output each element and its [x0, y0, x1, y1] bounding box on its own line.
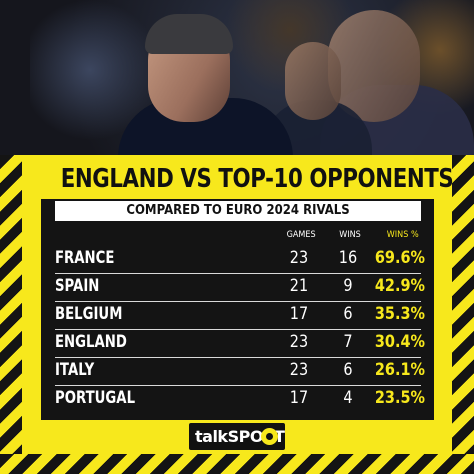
table-row: ENGLAND 23 7 30.4% — [55, 329, 425, 358]
games-value: 17 — [289, 388, 309, 408]
subtitle-bar: COMPARED TO EURO 2024 RIVALS — [55, 201, 421, 221]
table-row: BELGIUM 17 6 35.3% — [55, 301, 425, 330]
table-row: SPAIN 21 9 42.9% — [55, 273, 425, 302]
team-name: PORTUGAL — [55, 388, 136, 408]
wins-value: 7 — [343, 332, 353, 352]
talksport-logo: talkSPORT — [189, 423, 285, 450]
table-row: FRANCE 23 16 69.6% — [55, 245, 425, 274]
column-header-games: GAMES — [286, 230, 316, 240]
wins-value: 6 — [343, 360, 353, 380]
football-icon — [261, 428, 278, 445]
logo-text-talk: talk — [195, 427, 228, 446]
wins-value: 4 — [343, 388, 353, 408]
stats-panel — [41, 199, 434, 420]
games-value: 23 — [289, 248, 309, 268]
hazard-stripes-right — [452, 155, 474, 474]
table-row: ITALY 23 6 26.1% — [55, 357, 425, 386]
column-header-wins: WINS — [339, 230, 361, 240]
wins-value: 9 — [343, 276, 353, 296]
subtitle: COMPARED TO EURO 2024 RIVALS — [126, 203, 350, 218]
manager-hair — [145, 14, 233, 54]
wins-pct-value: 35.3% — [374, 304, 425, 324]
wins-pct-value: 26.1% — [374, 360, 425, 380]
hazard-stripes-bottom — [0, 454, 474, 474]
wins-pct-value: 23.5% — [374, 388, 425, 408]
team-name: BELGIUM — [55, 304, 123, 324]
column-header-wins-pct: WINS % — [386, 230, 419, 240]
games-value: 23 — [289, 332, 309, 352]
team-name: ENGLAND — [55, 332, 127, 352]
wins-value: 6 — [343, 304, 353, 324]
team-name: FRANCE — [55, 248, 115, 268]
wins-pct-value: 30.4% — [374, 332, 425, 352]
background-figure-head — [285, 42, 341, 120]
hazard-stripes-left — [0, 155, 22, 474]
games-value: 21 — [289, 276, 309, 296]
wins-pct-value: 42.9% — [374, 276, 425, 296]
games-value: 17 — [289, 304, 309, 324]
header-photo — [0, 0, 474, 175]
games-value: 23 — [289, 360, 309, 380]
team-name: ITALY — [55, 360, 95, 380]
wins-value: 16 — [338, 248, 358, 268]
table-row: PORTUGAL 17 4 23.5% — [55, 385, 425, 413]
team-name: SPAIN — [55, 276, 100, 296]
wins-pct-value: 69.6% — [374, 248, 425, 268]
background-figure-head — [328, 10, 420, 122]
headline: ENGLAND VS TOP-10 OPPONENTS — [60, 164, 454, 194]
